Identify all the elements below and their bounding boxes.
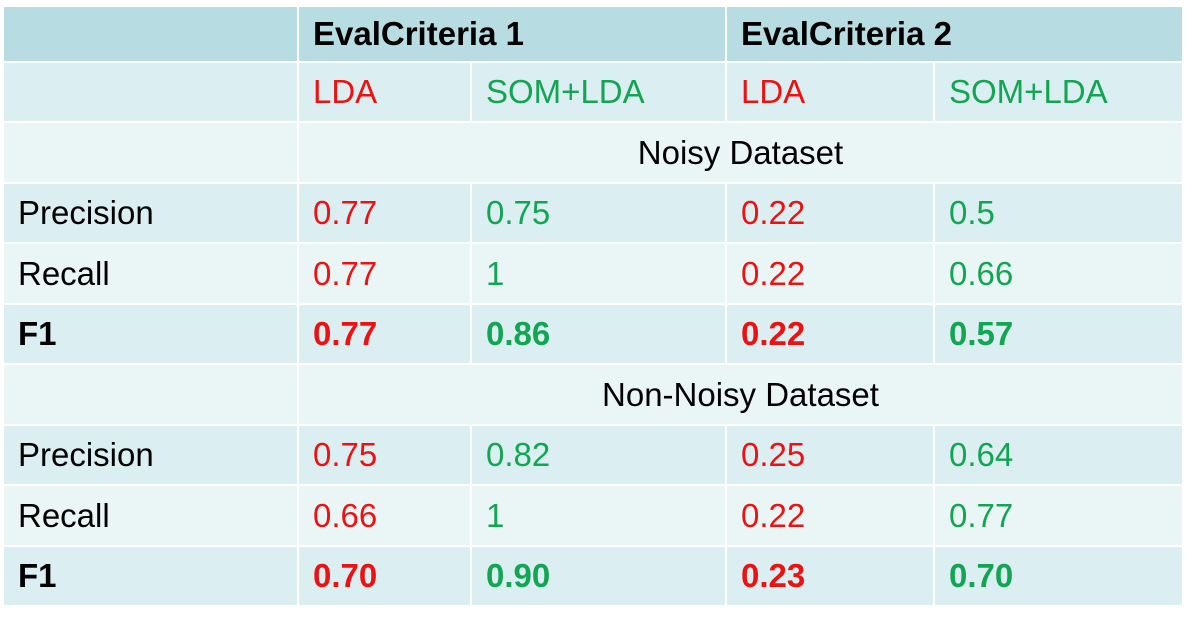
table-cell: 0.70 [933, 545, 1184, 607]
table-row: F1 0.77 0.86 0.22 0.57 [2, 303, 1184, 365]
corner-cell [2, 5, 299, 63]
table-cell: 0.77 [297, 242, 472, 305]
table-cell: 0.5 [933, 182, 1184, 244]
table-cell: 1 [470, 242, 727, 305]
method-header: LDA [297, 61, 472, 123]
section-label-empty [2, 363, 299, 426]
table-cell: 0.77 [933, 484, 1184, 547]
table-row: Recall 0.66 1 0.22 0.77 [2, 484, 1184, 547]
section-row: Noisy Dataset [2, 121, 1184, 184]
table-cell: 0.64 [933, 424, 1184, 486]
table-cell: 0.90 [470, 545, 727, 607]
table-cell: 0.86 [470, 303, 727, 365]
metric-label: Precision [2, 424, 299, 486]
table-cell: 0.75 [297, 424, 472, 486]
table-row: Recall 0.77 1 0.22 0.66 [2, 242, 1184, 305]
table-cell: 0.22 [725, 242, 935, 305]
header-row: EvalCriteria 1 EvalCriteria 2 [2, 5, 1184, 63]
table-row: Precision 0.75 0.82 0.25 0.64 [2, 424, 1184, 486]
method-row: LDA SOM+LDA LDA SOM+LDA [2, 61, 1184, 123]
metric-label: Recall [2, 484, 299, 547]
section-label-empty [2, 121, 299, 184]
table-cell: 0.77 [297, 182, 472, 244]
criteria-2-header: EvalCriteria 2 [725, 5, 1184, 63]
table-cell: 1 [470, 484, 727, 547]
table-cell: 0.22 [725, 484, 935, 547]
table-cell: 0.66 [297, 484, 472, 547]
table-cell: 0.57 [933, 303, 1184, 365]
section-row: Non-Noisy Dataset [2, 363, 1184, 426]
section-title: Noisy Dataset [297, 121, 1184, 184]
table-cell: 0.23 [725, 545, 935, 607]
table-cell: 0.22 [725, 303, 935, 365]
metric-label: F1 [2, 303, 299, 365]
method-header: SOM+LDA [933, 61, 1184, 123]
table-cell: 0.82 [470, 424, 727, 486]
table-cell: 0.25 [725, 424, 935, 486]
table-cell: 0.66 [933, 242, 1184, 305]
table-cell: 0.22 [725, 182, 935, 244]
metric-label: Recall [2, 242, 299, 305]
criteria-1-header: EvalCriteria 1 [297, 5, 727, 63]
table-row: F1 0.70 0.90 0.23 0.70 [2, 545, 1184, 607]
metric-label: F1 [2, 545, 299, 607]
corner-cell [2, 61, 299, 123]
metric-label: Precision [2, 182, 299, 244]
method-header: SOM+LDA [470, 61, 727, 123]
section-title: Non-Noisy Dataset [297, 363, 1184, 426]
method-header: LDA [725, 61, 935, 123]
table-row: Precision 0.77 0.75 0.22 0.5 [2, 182, 1184, 244]
table-cell: 0.75 [470, 182, 727, 244]
table-cell: 0.77 [297, 303, 472, 365]
results-table: EvalCriteria 1 EvalCriteria 2 LDA SOM+LD… [2, 5, 1184, 607]
table-cell: 0.70 [297, 545, 472, 607]
